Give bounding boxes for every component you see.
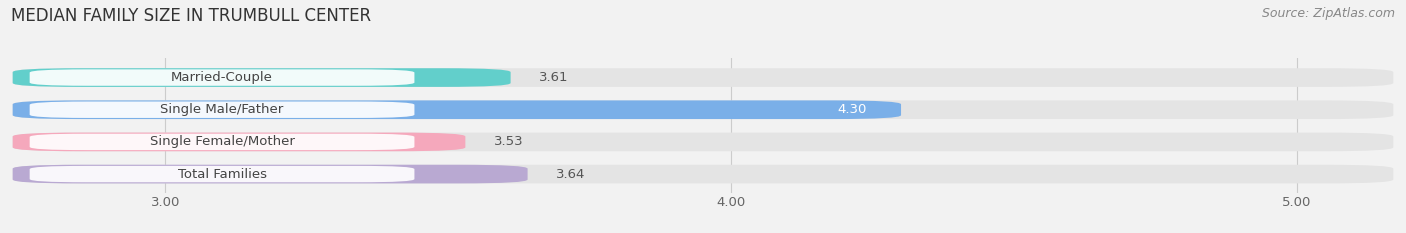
FancyBboxPatch shape — [13, 165, 1393, 183]
Text: Single Male/Father: Single Male/Father — [160, 103, 284, 116]
Text: Single Female/Mother: Single Female/Mother — [149, 135, 294, 148]
FancyBboxPatch shape — [13, 68, 1393, 87]
FancyBboxPatch shape — [13, 100, 901, 119]
FancyBboxPatch shape — [13, 165, 527, 183]
FancyBboxPatch shape — [30, 134, 415, 150]
Text: 4.30: 4.30 — [838, 103, 868, 116]
FancyBboxPatch shape — [30, 166, 415, 182]
FancyBboxPatch shape — [30, 69, 415, 86]
Text: 3.61: 3.61 — [538, 71, 568, 84]
FancyBboxPatch shape — [13, 100, 1393, 119]
Text: 3.53: 3.53 — [494, 135, 523, 148]
FancyBboxPatch shape — [13, 68, 510, 87]
Text: Married-Couple: Married-Couple — [172, 71, 273, 84]
FancyBboxPatch shape — [13, 133, 465, 151]
FancyBboxPatch shape — [30, 102, 415, 118]
Text: 3.64: 3.64 — [555, 168, 585, 181]
Text: MEDIAN FAMILY SIZE IN TRUMBULL CENTER: MEDIAN FAMILY SIZE IN TRUMBULL CENTER — [11, 7, 371, 25]
FancyBboxPatch shape — [13, 133, 1393, 151]
Text: Total Families: Total Families — [177, 168, 267, 181]
Text: Source: ZipAtlas.com: Source: ZipAtlas.com — [1261, 7, 1395, 20]
